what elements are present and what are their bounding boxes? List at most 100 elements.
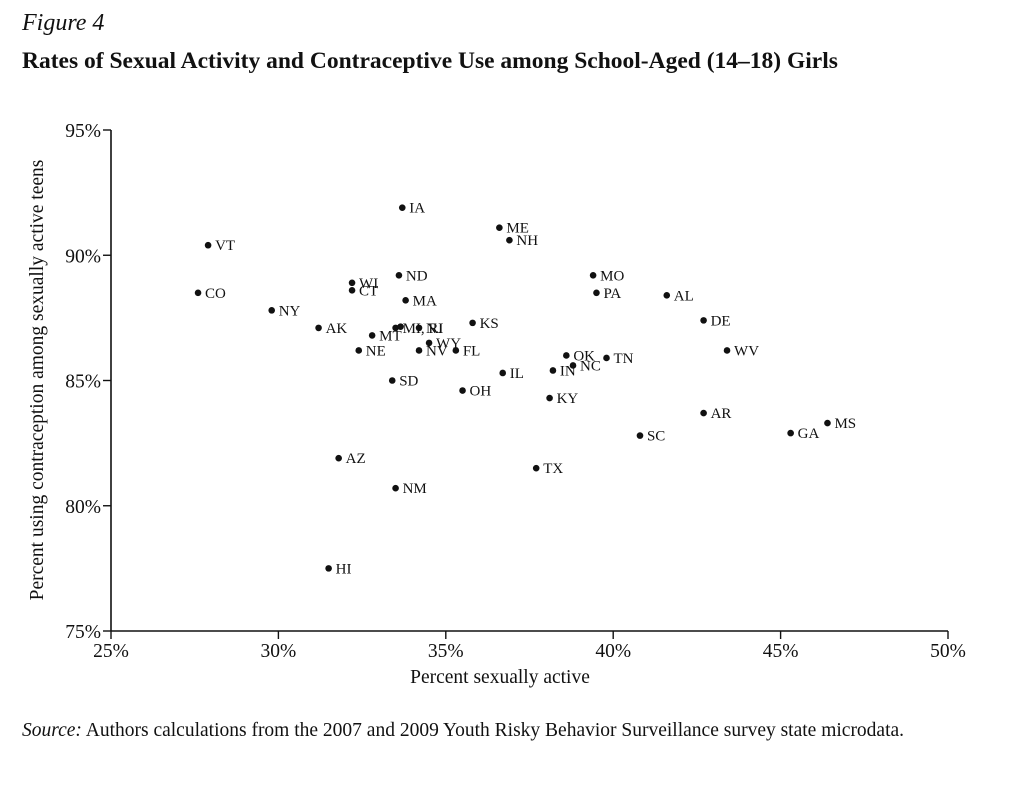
data-point xyxy=(723,347,731,354)
point-label: NE xyxy=(366,343,386,359)
data-point xyxy=(459,387,466,394)
point-label: IA xyxy=(409,201,425,217)
data-point xyxy=(204,241,212,249)
data-point xyxy=(348,287,356,294)
data-point xyxy=(663,292,671,299)
point-label: SC xyxy=(647,429,665,445)
source-text: Authors calculations from the 2007 and 2… xyxy=(85,720,905,741)
data-point xyxy=(546,394,553,402)
point-label: NM xyxy=(403,481,427,497)
point-label: NJ xyxy=(426,321,443,337)
data-point xyxy=(415,324,423,332)
data-point xyxy=(425,339,433,347)
data-point xyxy=(824,419,831,427)
point-label: CO xyxy=(205,286,226,302)
point-label: MI, RI xyxy=(403,321,444,337)
source-label: Source: xyxy=(22,720,82,741)
point-label: MS xyxy=(834,416,856,432)
point-label: IL xyxy=(510,366,524,382)
y-tick-label: 85% xyxy=(65,372,101,393)
point-label: NH xyxy=(516,233,538,249)
y-tick-label: 80% xyxy=(65,497,101,518)
data-point xyxy=(700,409,707,417)
data-point xyxy=(325,565,332,572)
point-label: AL xyxy=(674,288,694,304)
y-tick-label: 75% xyxy=(65,622,101,643)
point-label: SD xyxy=(399,374,418,390)
data-point xyxy=(368,332,376,339)
x-tick-label: 40% xyxy=(595,641,631,662)
data-point xyxy=(532,464,540,472)
point-label: NV xyxy=(426,343,448,359)
point-label: CT xyxy=(359,283,378,299)
data-point xyxy=(335,454,342,462)
x-tick-label: 45% xyxy=(763,641,799,662)
x-tick-label: 25% xyxy=(93,641,129,662)
data-point xyxy=(499,369,507,377)
y-tick-label: 95% xyxy=(65,121,101,142)
point-label: FL xyxy=(463,343,481,359)
point-label: AZ xyxy=(346,451,366,467)
data-point xyxy=(348,279,356,287)
chart-title: Rates of Sexual Activity and Contracepti… xyxy=(22,48,838,74)
data-point xyxy=(593,289,600,297)
data-point xyxy=(452,347,460,354)
data-point xyxy=(402,297,409,304)
data-point xyxy=(563,352,570,359)
point-label: MO xyxy=(600,268,624,284)
point-label: TX xyxy=(543,461,563,477)
point-label: OH xyxy=(470,384,492,400)
data-point xyxy=(700,317,707,324)
data-point xyxy=(506,236,513,244)
x-axis-label: Percent sexually active xyxy=(410,667,590,688)
point-label: KS xyxy=(480,316,499,332)
data-point xyxy=(392,484,399,492)
data-point xyxy=(397,323,404,330)
data-point xyxy=(315,324,322,332)
figure-label: Figure 4 xyxy=(22,10,105,36)
point-label: MT xyxy=(379,328,402,344)
y-axis-label: Percent using contraception among sexual… xyxy=(27,160,48,601)
data-point xyxy=(549,367,557,374)
point-label: ND xyxy=(406,268,428,284)
x-tick-label: 50% xyxy=(930,641,966,662)
data-point xyxy=(194,289,202,297)
point-label: TN xyxy=(614,351,634,367)
y-tick-label: 90% xyxy=(65,246,101,267)
x-tick-label: 30% xyxy=(261,641,297,662)
data-point xyxy=(398,204,406,211)
point-label: PA xyxy=(603,286,621,302)
data-point xyxy=(388,377,396,384)
data-point xyxy=(603,354,610,362)
data-point xyxy=(496,224,503,231)
data-point xyxy=(469,319,476,327)
point-label: GA xyxy=(798,426,820,442)
point-label: ME xyxy=(506,221,529,237)
point-label: NC xyxy=(580,358,601,374)
point-label: HI xyxy=(336,561,352,577)
point-label: NY xyxy=(279,303,301,319)
point-label: AK xyxy=(326,321,348,337)
point-label: VT xyxy=(215,238,235,254)
data-point xyxy=(268,307,276,314)
point-label: DE xyxy=(711,313,731,329)
data-point xyxy=(589,271,597,279)
point-label: MA xyxy=(413,293,437,309)
data-point xyxy=(395,271,403,279)
point-label: WI xyxy=(359,276,378,292)
point-label: WV xyxy=(734,343,759,359)
data-point xyxy=(569,362,577,369)
point-label: KY xyxy=(557,391,579,407)
data-point xyxy=(355,347,363,354)
point-label: OK xyxy=(573,348,595,364)
data-point xyxy=(392,324,399,332)
point-label: IN xyxy=(560,363,576,379)
point-label: AR xyxy=(711,406,732,422)
data-point xyxy=(636,432,644,439)
chart-axes: 75% 80% 85% 90% 95% 25% 30% 35% 40% 45% 50% xyxy=(65,121,966,662)
x-tick-label: 35% xyxy=(428,641,464,662)
data-point xyxy=(787,429,794,437)
source-note: Source: Authors calculations from the 20… xyxy=(22,716,978,745)
